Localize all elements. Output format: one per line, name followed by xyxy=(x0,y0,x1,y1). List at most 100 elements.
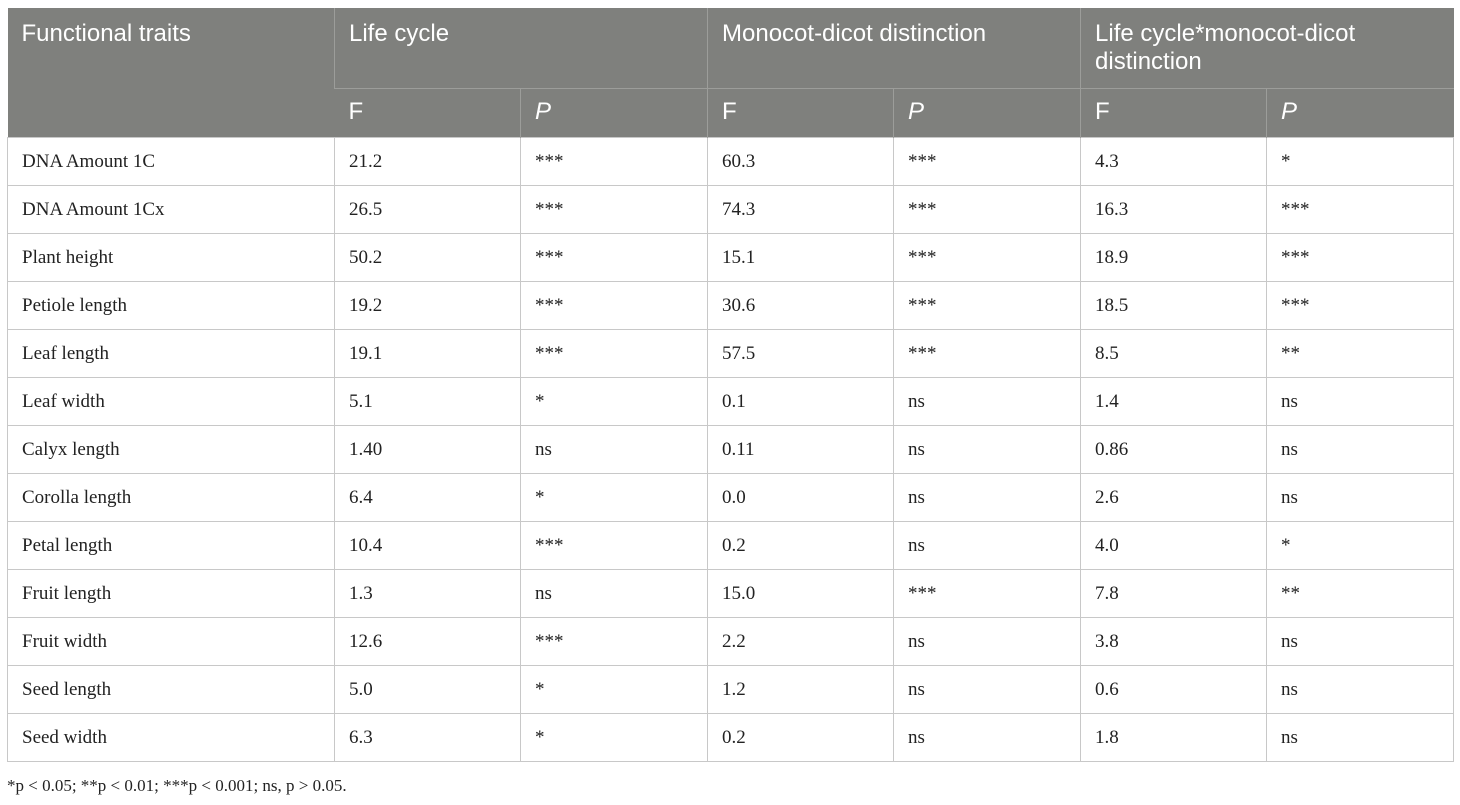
subheader-f: F xyxy=(1080,88,1267,138)
interaction-p-cell: ns xyxy=(1266,377,1455,426)
table-row: Leaf width 5.1 * 0.1 ns 1.4 ns xyxy=(7,377,1455,426)
interaction-f-cell: 16.3 xyxy=(1080,185,1268,234)
trait-cell: Seed width xyxy=(7,713,335,762)
table-row: Petal length 10.4 *** 0.2 ns 4.0 * xyxy=(7,521,1455,570)
subheader-f: F xyxy=(707,88,894,138)
header-monocot-dicot: Monocot-dicot distinction xyxy=(707,8,1081,89)
interaction-f-cell: 1.8 xyxy=(1080,713,1268,762)
life-cycle-p-cell: *** xyxy=(519,617,709,666)
life-cycle-p-cell: * xyxy=(519,713,709,762)
life-cycle-f-cell: 21.2 xyxy=(334,137,521,186)
table-row: DNA Amount 1C 21.2 *** 60.3 *** 4.3 * xyxy=(7,137,1455,186)
header-interaction: Life cycle*monocot-dicot distinction xyxy=(1080,8,1454,89)
monocot-dicot-f-cell: 2.2 xyxy=(707,617,895,666)
life-cycle-f-cell: 5.0 xyxy=(334,665,521,714)
trait-cell: Seed length xyxy=(7,665,335,714)
trait-cell: Fruit length xyxy=(7,569,335,618)
interaction-p-cell: ** xyxy=(1266,569,1455,618)
trait-cell: Petiole length xyxy=(7,281,335,330)
life-cycle-f-cell: 26.5 xyxy=(334,185,521,234)
life-cycle-f-cell: 19.2 xyxy=(334,281,521,330)
monocot-dicot-f-cell: 60.3 xyxy=(707,137,895,186)
trait-cell: Petal length xyxy=(7,521,335,570)
life-cycle-p-cell: * xyxy=(519,473,709,522)
header-life-cycle: Life cycle xyxy=(333,8,708,89)
monocot-dicot-p-cell: ns xyxy=(893,425,1082,474)
interaction-f-cell: 4.0 xyxy=(1080,521,1268,570)
monocot-dicot-p-cell: ns xyxy=(893,521,1082,570)
interaction-p-cell: *** xyxy=(1266,233,1455,282)
monocot-dicot-p-cell: ns xyxy=(893,473,1082,522)
table-row: Leaf length 19.1 *** 57.5 *** 8.5 ** xyxy=(7,329,1455,378)
monocot-dicot-f-cell: 0.11 xyxy=(707,425,895,474)
interaction-p-cell: ** xyxy=(1266,329,1455,378)
monocot-dicot-f-cell: 74.3 xyxy=(707,185,895,234)
life-cycle-f-cell: 10.4 xyxy=(334,521,521,570)
table-row: Seed width 6.3 * 0.2 ns 1.8 ns xyxy=(7,713,1455,762)
trait-cell: DNA Amount 1C xyxy=(7,137,335,186)
monocot-dicot-p-cell: *** xyxy=(893,233,1082,282)
interaction-f-cell: 18.9 xyxy=(1080,233,1268,282)
monocot-dicot-p-cell: *** xyxy=(893,281,1082,330)
table-row: DNA Amount 1Cx 26.5 *** 74.3 *** 16.3 *** xyxy=(7,185,1455,234)
trait-cell: Fruit width xyxy=(7,617,335,666)
interaction-p-cell: * xyxy=(1266,137,1455,186)
monocot-dicot-p-cell: ns xyxy=(893,713,1082,762)
monocot-dicot-f-cell: 0.1 xyxy=(707,377,895,426)
monocot-dicot-p-cell: ns xyxy=(893,377,1082,426)
table-footnote: *p < 0.05; **p < 0.01; ***p < 0.001; ns,… xyxy=(7,776,347,795)
monocot-dicot-p-cell: *** xyxy=(893,185,1082,234)
trait-cell: DNA Amount 1Cx xyxy=(7,185,335,234)
monocot-dicot-f-cell: 57.5 xyxy=(707,329,895,378)
life-cycle-p-cell: *** xyxy=(519,281,709,330)
life-cycle-f-cell: 1.3 xyxy=(334,569,521,618)
interaction-p-cell: *** xyxy=(1266,281,1455,330)
interaction-p-cell: ns xyxy=(1266,713,1455,762)
interaction-f-cell: 3.8 xyxy=(1080,617,1268,666)
trait-cell: Corolla length xyxy=(7,473,335,522)
life-cycle-f-cell: 50.2 xyxy=(334,233,521,282)
interaction-f-cell: 18.5 xyxy=(1080,281,1268,330)
monocot-dicot-p-cell: *** xyxy=(893,137,1082,186)
interaction-p-cell: ns xyxy=(1266,425,1455,474)
table-row: Seed length 5.0 * 1.2 ns 0.6 ns xyxy=(7,665,1455,714)
life-cycle-f-cell: 6.4 xyxy=(334,473,521,522)
header-functional-traits: Functional traits xyxy=(7,8,335,138)
table-row: Fruit width 12.6 *** 2.2 ns 3.8 ns xyxy=(7,617,1455,666)
life-cycle-f-cell: 19.1 xyxy=(334,329,521,378)
table-row: Fruit length 1.3 ns 15.0 *** 7.8 ** xyxy=(7,569,1455,618)
monocot-dicot-f-cell: 30.6 xyxy=(707,281,895,330)
life-cycle-f-cell: 6.3 xyxy=(334,713,521,762)
trait-cell: Calyx length xyxy=(7,425,335,474)
interaction-f-cell: 1.4 xyxy=(1080,377,1268,426)
interaction-p-cell: * xyxy=(1266,521,1455,570)
monocot-dicot-p-cell: *** xyxy=(893,329,1082,378)
life-cycle-p-cell: * xyxy=(519,665,709,714)
monocot-dicot-f-cell: 0.2 xyxy=(707,521,895,570)
life-cycle-p-cell: ns xyxy=(519,569,709,618)
table-row: Calyx length 1.40 ns 0.11 ns 0.86 ns xyxy=(7,425,1455,474)
trait-cell: Leaf width xyxy=(7,377,335,426)
interaction-f-cell: 0.86 xyxy=(1080,425,1268,474)
trait-cell: Leaf length xyxy=(7,329,335,378)
monocot-dicot-p-cell: ns xyxy=(893,665,1082,714)
interaction-f-cell: 2.6 xyxy=(1080,473,1268,522)
subheader-p: P xyxy=(1266,88,1454,138)
life-cycle-f-cell: 12.6 xyxy=(334,617,521,666)
interaction-f-cell: 0.6 xyxy=(1080,665,1268,714)
monocot-dicot-f-cell: 0.0 xyxy=(707,473,895,522)
table-header: Functional traits Life cycle Monocot-dic… xyxy=(7,8,1454,138)
subheader-f: F xyxy=(334,88,521,138)
monocot-dicot-f-cell: 15.0 xyxy=(707,569,895,618)
monocot-dicot-f-cell: 15.1 xyxy=(707,233,895,282)
life-cycle-p-cell: *** xyxy=(519,521,709,570)
life-cycle-p-cell: *** xyxy=(519,185,709,234)
monocot-dicot-f-cell: 1.2 xyxy=(707,665,895,714)
interaction-f-cell: 4.3 xyxy=(1080,137,1268,186)
life-cycle-f-cell: 1.40 xyxy=(334,425,521,474)
table-row: Plant height 50.2 *** 15.1 *** 18.9 *** xyxy=(7,233,1455,282)
life-cycle-p-cell: *** xyxy=(519,329,709,378)
anova-table: Functional traits Life cycle Monocot-dic… xyxy=(7,8,1455,762)
table-row: Corolla length 6.4 * 0.0 ns 2.6 ns xyxy=(7,473,1455,522)
life-cycle-p-cell: ns xyxy=(519,425,709,474)
